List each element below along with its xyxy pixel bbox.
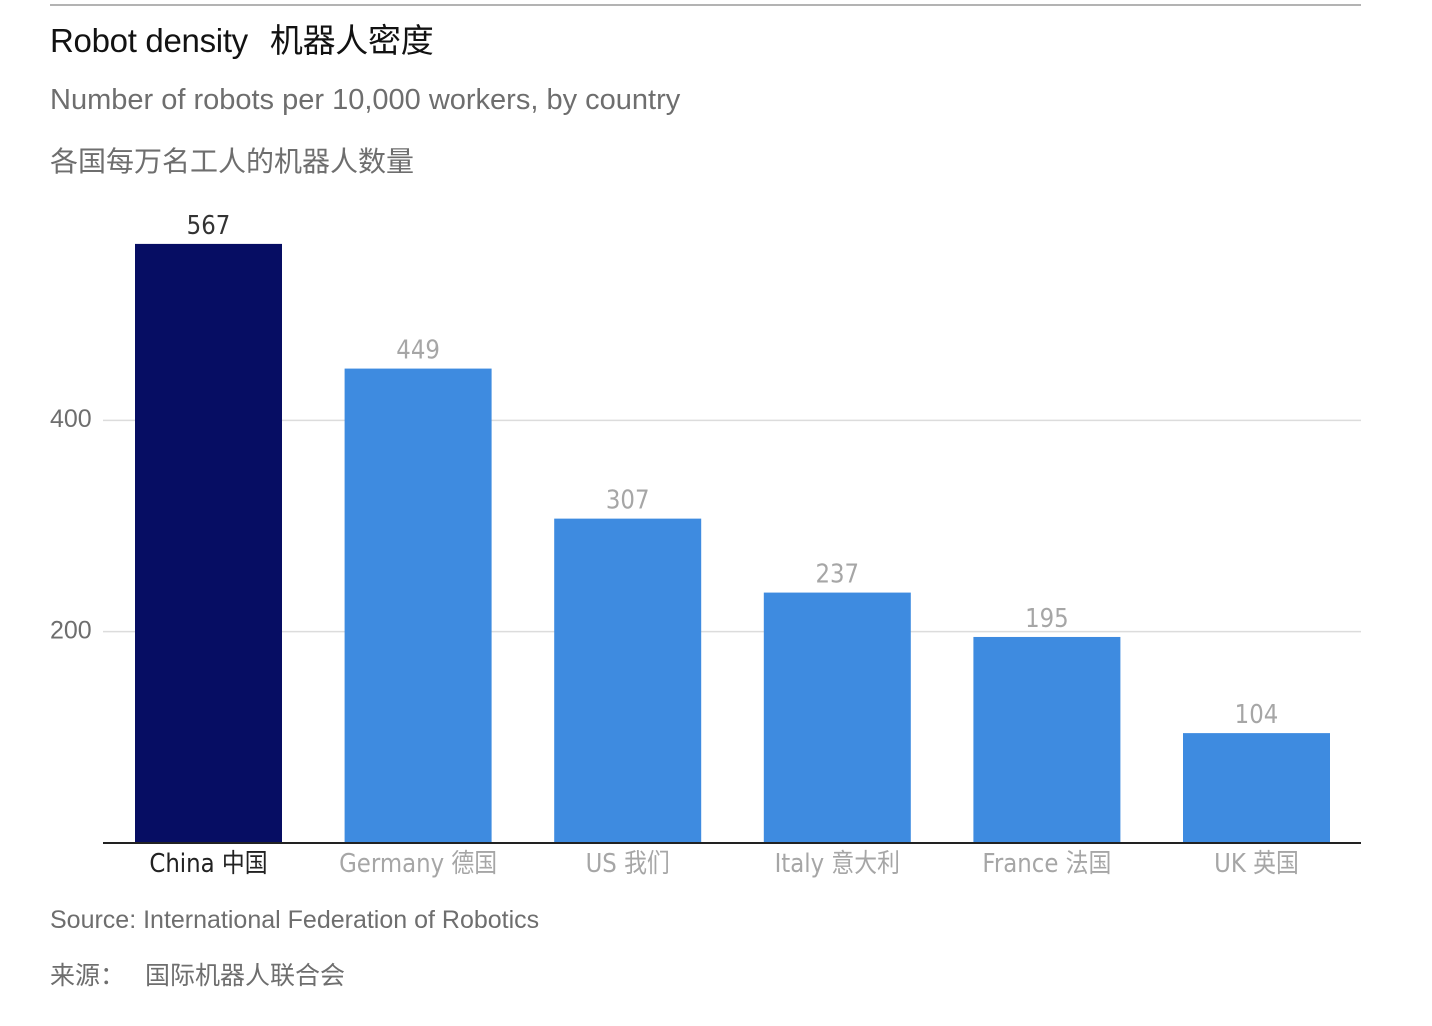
chart-title: Robot density 机器人密度: [50, 14, 434, 62]
bar-2: [554, 518, 702, 843]
category-label-4: France 法国: [982, 848, 1111, 879]
source-note-zh: 来源： 国际机器人联合会: [50, 956, 345, 992]
chart-title-zh: 机器人密度: [269, 22, 434, 59]
category-label-1: Germany 德国: [339, 848, 497, 879]
source-label-zh: 来源：: [50, 962, 126, 990]
value-label-2: 307: [606, 484, 650, 515]
value-label-5: 104: [1235, 699, 1279, 730]
value-label-3: 237: [815, 558, 859, 589]
value-label-1: 449: [396, 334, 440, 365]
bar-5: [1183, 733, 1330, 843]
top-rule: [50, 4, 1361, 6]
bar-3: [763, 592, 911, 843]
value-label-0: 567: [187, 209, 231, 240]
category-label-0: China 中国: [149, 848, 267, 879]
y-tick-label-200: 200: [50, 616, 92, 644]
category-label-3: Italy 意大利: [775, 848, 900, 879]
category-label-5: UK 英国: [1214, 848, 1299, 879]
category-label-2: US 我们: [586, 848, 670, 879]
bar-4: [973, 636, 1121, 843]
bar-1: [344, 368, 492, 843]
source-text-zh: 国际机器人联合会: [145, 962, 346, 990]
chart-subtitle-en: Number of robots per 10,000 workers, by …: [50, 84, 681, 116]
y-tick-label-400: 400: [50, 405, 92, 433]
bar-0: [135, 243, 282, 843]
chart-title-en: Robot density: [50, 22, 248, 59]
value-label-4: 195: [1025, 603, 1069, 634]
bar-chart: 200 400 567 China 中国 449 Germany 德国 307 US 我们 23…: [50, 209, 1361, 879]
chart-subtitle-zh: 各国每万名工人的机器人数量: [50, 146, 415, 177]
source-note-en: Source: International Federation of Robo…: [50, 906, 540, 934]
